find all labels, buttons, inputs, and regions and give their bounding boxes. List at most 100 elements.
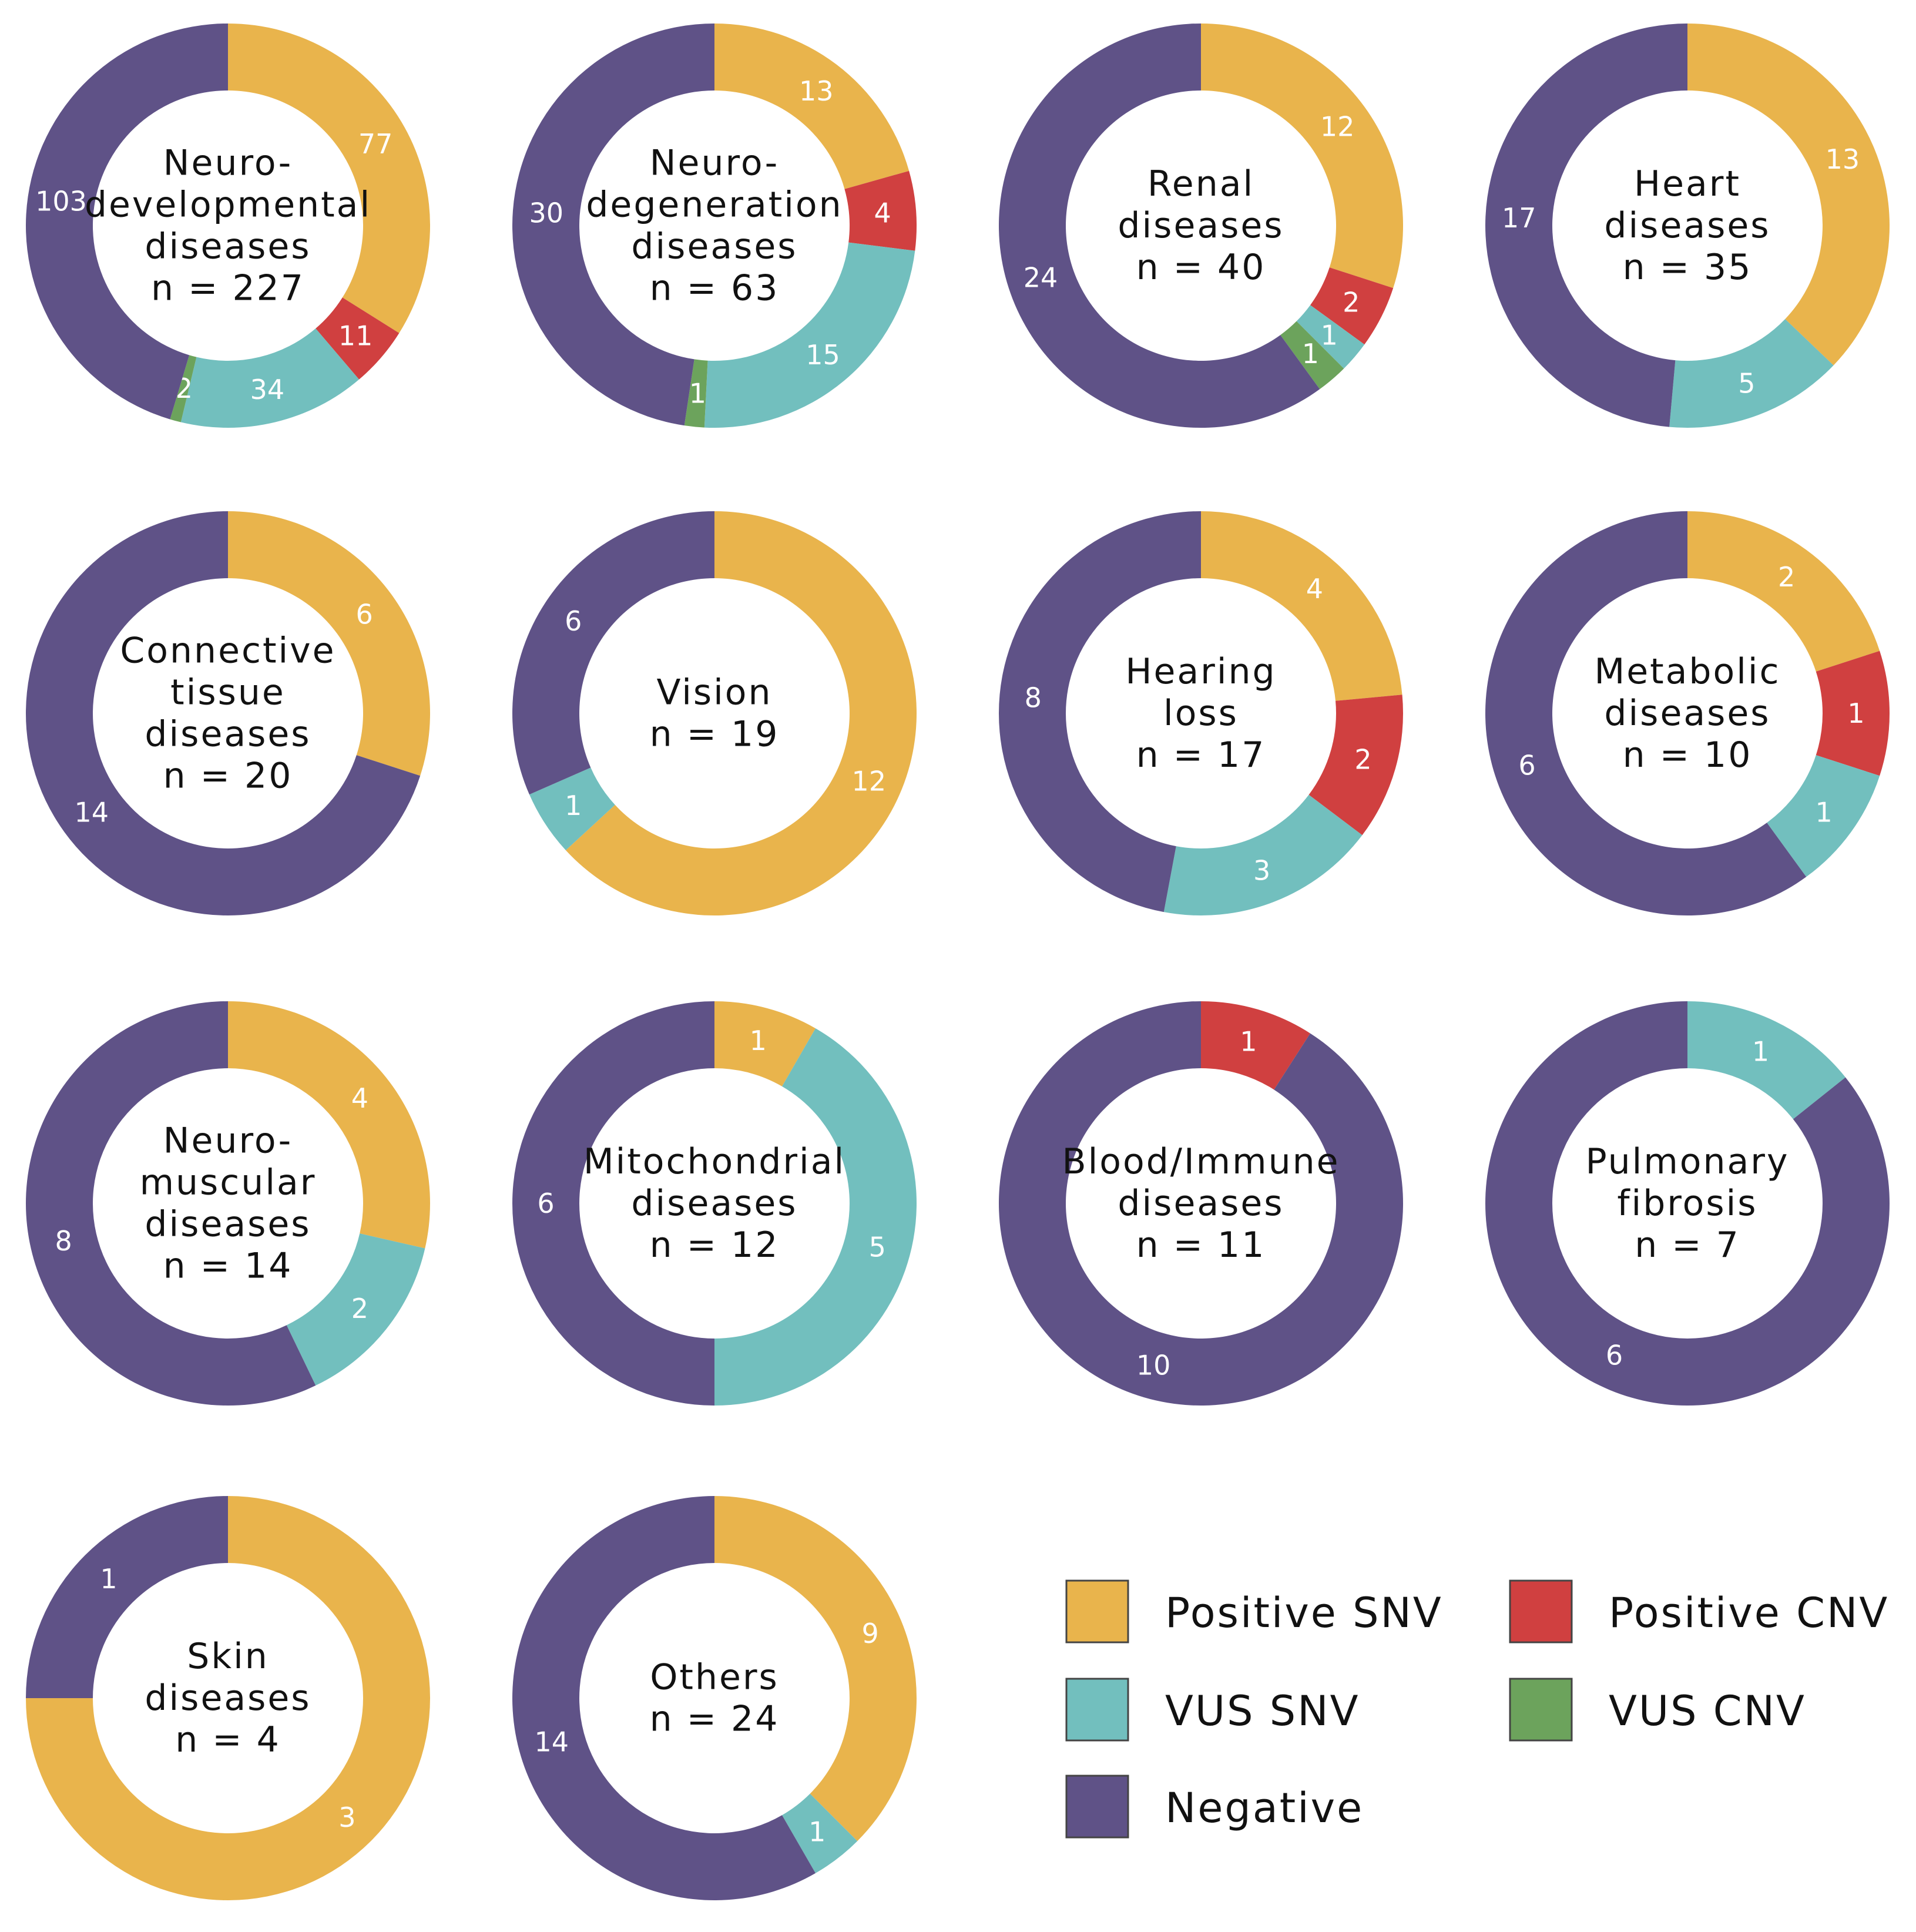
chart-title-line: Renal <box>1147 163 1254 204</box>
slice-label-negative: 8 <box>1025 682 1042 714</box>
slice-positive-snv <box>1687 511 1880 672</box>
slice-vus-snv <box>1767 755 1880 877</box>
slice-label-vus-snv: 1 <box>1816 797 1833 829</box>
slice-positive-snv <box>714 1496 917 1842</box>
slice-label-positive-snv: 1 <box>750 1025 767 1056</box>
chart-title-line: Blood/Immune <box>1062 1141 1340 1182</box>
slice-label-positive-snv: 3 <box>338 1802 355 1833</box>
slice-vus-snv <box>782 1793 858 1873</box>
slice-label-vus-snv: 1 <box>565 790 582 821</box>
slice-negative <box>1485 1001 1890 1406</box>
slice-label-vus-snv: 3 <box>1253 855 1270 887</box>
slice-label-positive-cnv: 4 <box>874 197 891 229</box>
legend-item-positive-snv: Positive SNV <box>1065 1579 1443 1643</box>
chart-title-line: Hearing <box>1125 651 1276 692</box>
legend-label: Negative <box>1165 1784 1364 1832</box>
slice-vus-snv <box>180 328 360 428</box>
slice-label-negative: 14 <box>75 797 109 829</box>
legend-swatch-vus-snv <box>1065 1678 1129 1742</box>
legend-item-vus-snv: VUS SNV <box>1065 1678 1358 1742</box>
slice-positive-snv <box>1201 511 1402 701</box>
slice-negative <box>1485 24 1687 427</box>
slice-label-negative: 6 <box>1518 750 1535 781</box>
slice-negative <box>512 1001 714 1406</box>
chart-title-line: Skin <box>187 1636 269 1677</box>
slice-label-positive-snv: 13 <box>1826 143 1860 175</box>
legend: Positive SNV Positive CNV VUS SNV VUS CNV Ne… <box>1065 1579 1887 1839</box>
chart-title-line: Metabolic <box>1594 651 1780 692</box>
chart-title-line: n = 20 <box>163 756 293 797</box>
slice-label-vus-snv: 1 <box>1321 319 1338 351</box>
slice-label-negative: 6 <box>565 605 582 637</box>
slice-label-positive-snv: 2 <box>1778 561 1795 593</box>
slice-vus-cnv <box>170 355 197 422</box>
slice-label-negative: 24 <box>1024 262 1058 294</box>
slice-positive-snv <box>228 24 430 333</box>
slice-negative <box>26 1496 228 1698</box>
slice-negative <box>998 24 1320 428</box>
slice-label-vus-snv: 5 <box>869 1231 886 1263</box>
legend-swatch-vus-cnv <box>1509 1678 1573 1742</box>
chart-title-line: n = 17 <box>1136 734 1266 776</box>
chart-title-line: n = 12 <box>650 1225 780 1266</box>
slice-positive-cnv <box>1201 1001 1310 1090</box>
slice-label-positive-cnv: 11 <box>338 320 373 352</box>
slice-label-vus-snv: 5 <box>1738 368 1755 400</box>
chart-title-line: diseases <box>631 226 797 267</box>
slice-vus-snv <box>1669 318 1834 428</box>
slice-negative <box>999 1001 1403 1406</box>
slice-label-negative: 6 <box>537 1188 554 1219</box>
legend-item-vus-cnv: VUS CNV <box>1509 1678 1804 1742</box>
slice-negative <box>26 511 421 916</box>
slice-label-vus-snv: 34 <box>250 374 285 405</box>
slice-label-positive-snv: 77 <box>358 128 393 160</box>
chart-title-line: Neuro- <box>650 143 780 184</box>
slice-label-negative: 8 <box>55 1225 72 1257</box>
chart-title-line: n = 63 <box>650 268 780 309</box>
slice-positive-snv <box>228 511 431 776</box>
chart-title-line: Vision <box>656 672 772 713</box>
slice-label-negative: 10 <box>1136 1349 1171 1381</box>
chart-title-line: loss <box>1163 693 1239 734</box>
chart-title-line: degeneration <box>586 185 843 226</box>
slice-label-positive-snv: 9 <box>862 1618 879 1649</box>
chart-title-line: Connective <box>120 630 335 672</box>
chart-title-line: n = 7 <box>1635 1225 1740 1266</box>
slice-negative <box>512 1496 816 1900</box>
slice-label-vus-snv: 1 <box>1752 1035 1769 1067</box>
chart-title-line: n = 19 <box>650 714 780 755</box>
chart-title-line: diseases <box>631 1183 797 1224</box>
chart-title-line: developmental <box>85 185 371 226</box>
legend-swatch-positive-cnv <box>1509 1579 1573 1643</box>
chart-title-line: muscular <box>140 1162 317 1203</box>
chart-title-line: diseases <box>145 226 311 267</box>
slice-label-negative: 6 <box>1606 1340 1623 1371</box>
slice-label-vus-snv: 15 <box>806 339 840 371</box>
slice-label-positive-cnv: 2 <box>1354 744 1371 776</box>
slice-label-positive-snv: 4 <box>1306 573 1323 605</box>
slice-positive-cnv <box>1308 695 1403 836</box>
chart-title-line: n = 40 <box>1136 247 1266 288</box>
slice-label-negative: 30 <box>529 197 564 229</box>
slice-label-positive-snv: 12 <box>852 765 887 797</box>
slice-label-negative: 103 <box>35 185 87 217</box>
chart-title-line: n = 35 <box>1623 247 1753 288</box>
slice-negative <box>26 1001 316 1406</box>
chart-title-line: diseases <box>1604 205 1770 246</box>
slice-vus-cnv <box>1280 321 1344 390</box>
slice-positive-snv <box>714 1001 816 1086</box>
slice-positive-snv <box>228 1001 431 1249</box>
chart-title-line: n = 14 <box>163 1246 293 1287</box>
slice-vus-snv <box>1163 794 1363 915</box>
legend-label: Positive SNV <box>1165 1589 1443 1637</box>
slice-positive-cnv <box>316 297 400 380</box>
slice-positive-cnv <box>1816 650 1890 776</box>
slice-label-vus-cnv: 1 <box>1302 338 1319 370</box>
